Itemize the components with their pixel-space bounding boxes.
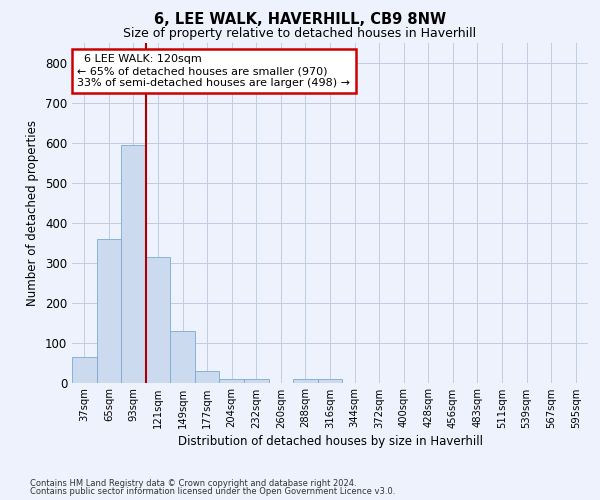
Text: 6 LEE WALK: 120sqm
← 65% of detached houses are smaller (970)
33% of semi-detach: 6 LEE WALK: 120sqm ← 65% of detached hou… — [77, 54, 350, 88]
Bar — [244, 380, 269, 382]
Bar — [318, 380, 342, 382]
Bar — [293, 380, 318, 382]
Bar — [72, 356, 97, 382]
Bar — [146, 256, 170, 382]
Bar — [195, 372, 220, 382]
Text: Contains HM Land Registry data © Crown copyright and database right 2024.: Contains HM Land Registry data © Crown c… — [30, 478, 356, 488]
Text: Size of property relative to detached houses in Haverhill: Size of property relative to detached ho… — [124, 28, 476, 40]
Bar — [170, 332, 195, 382]
Bar — [121, 144, 146, 382]
Text: Contains public sector information licensed under the Open Government Licence v3: Contains public sector information licen… — [30, 487, 395, 496]
X-axis label: Distribution of detached houses by size in Haverhill: Distribution of detached houses by size … — [178, 434, 482, 448]
Y-axis label: Number of detached properties: Number of detached properties — [26, 120, 40, 306]
Bar — [220, 380, 244, 382]
Text: 6, LEE WALK, HAVERHILL, CB9 8NW: 6, LEE WALK, HAVERHILL, CB9 8NW — [154, 12, 446, 28]
Bar — [97, 240, 121, 382]
